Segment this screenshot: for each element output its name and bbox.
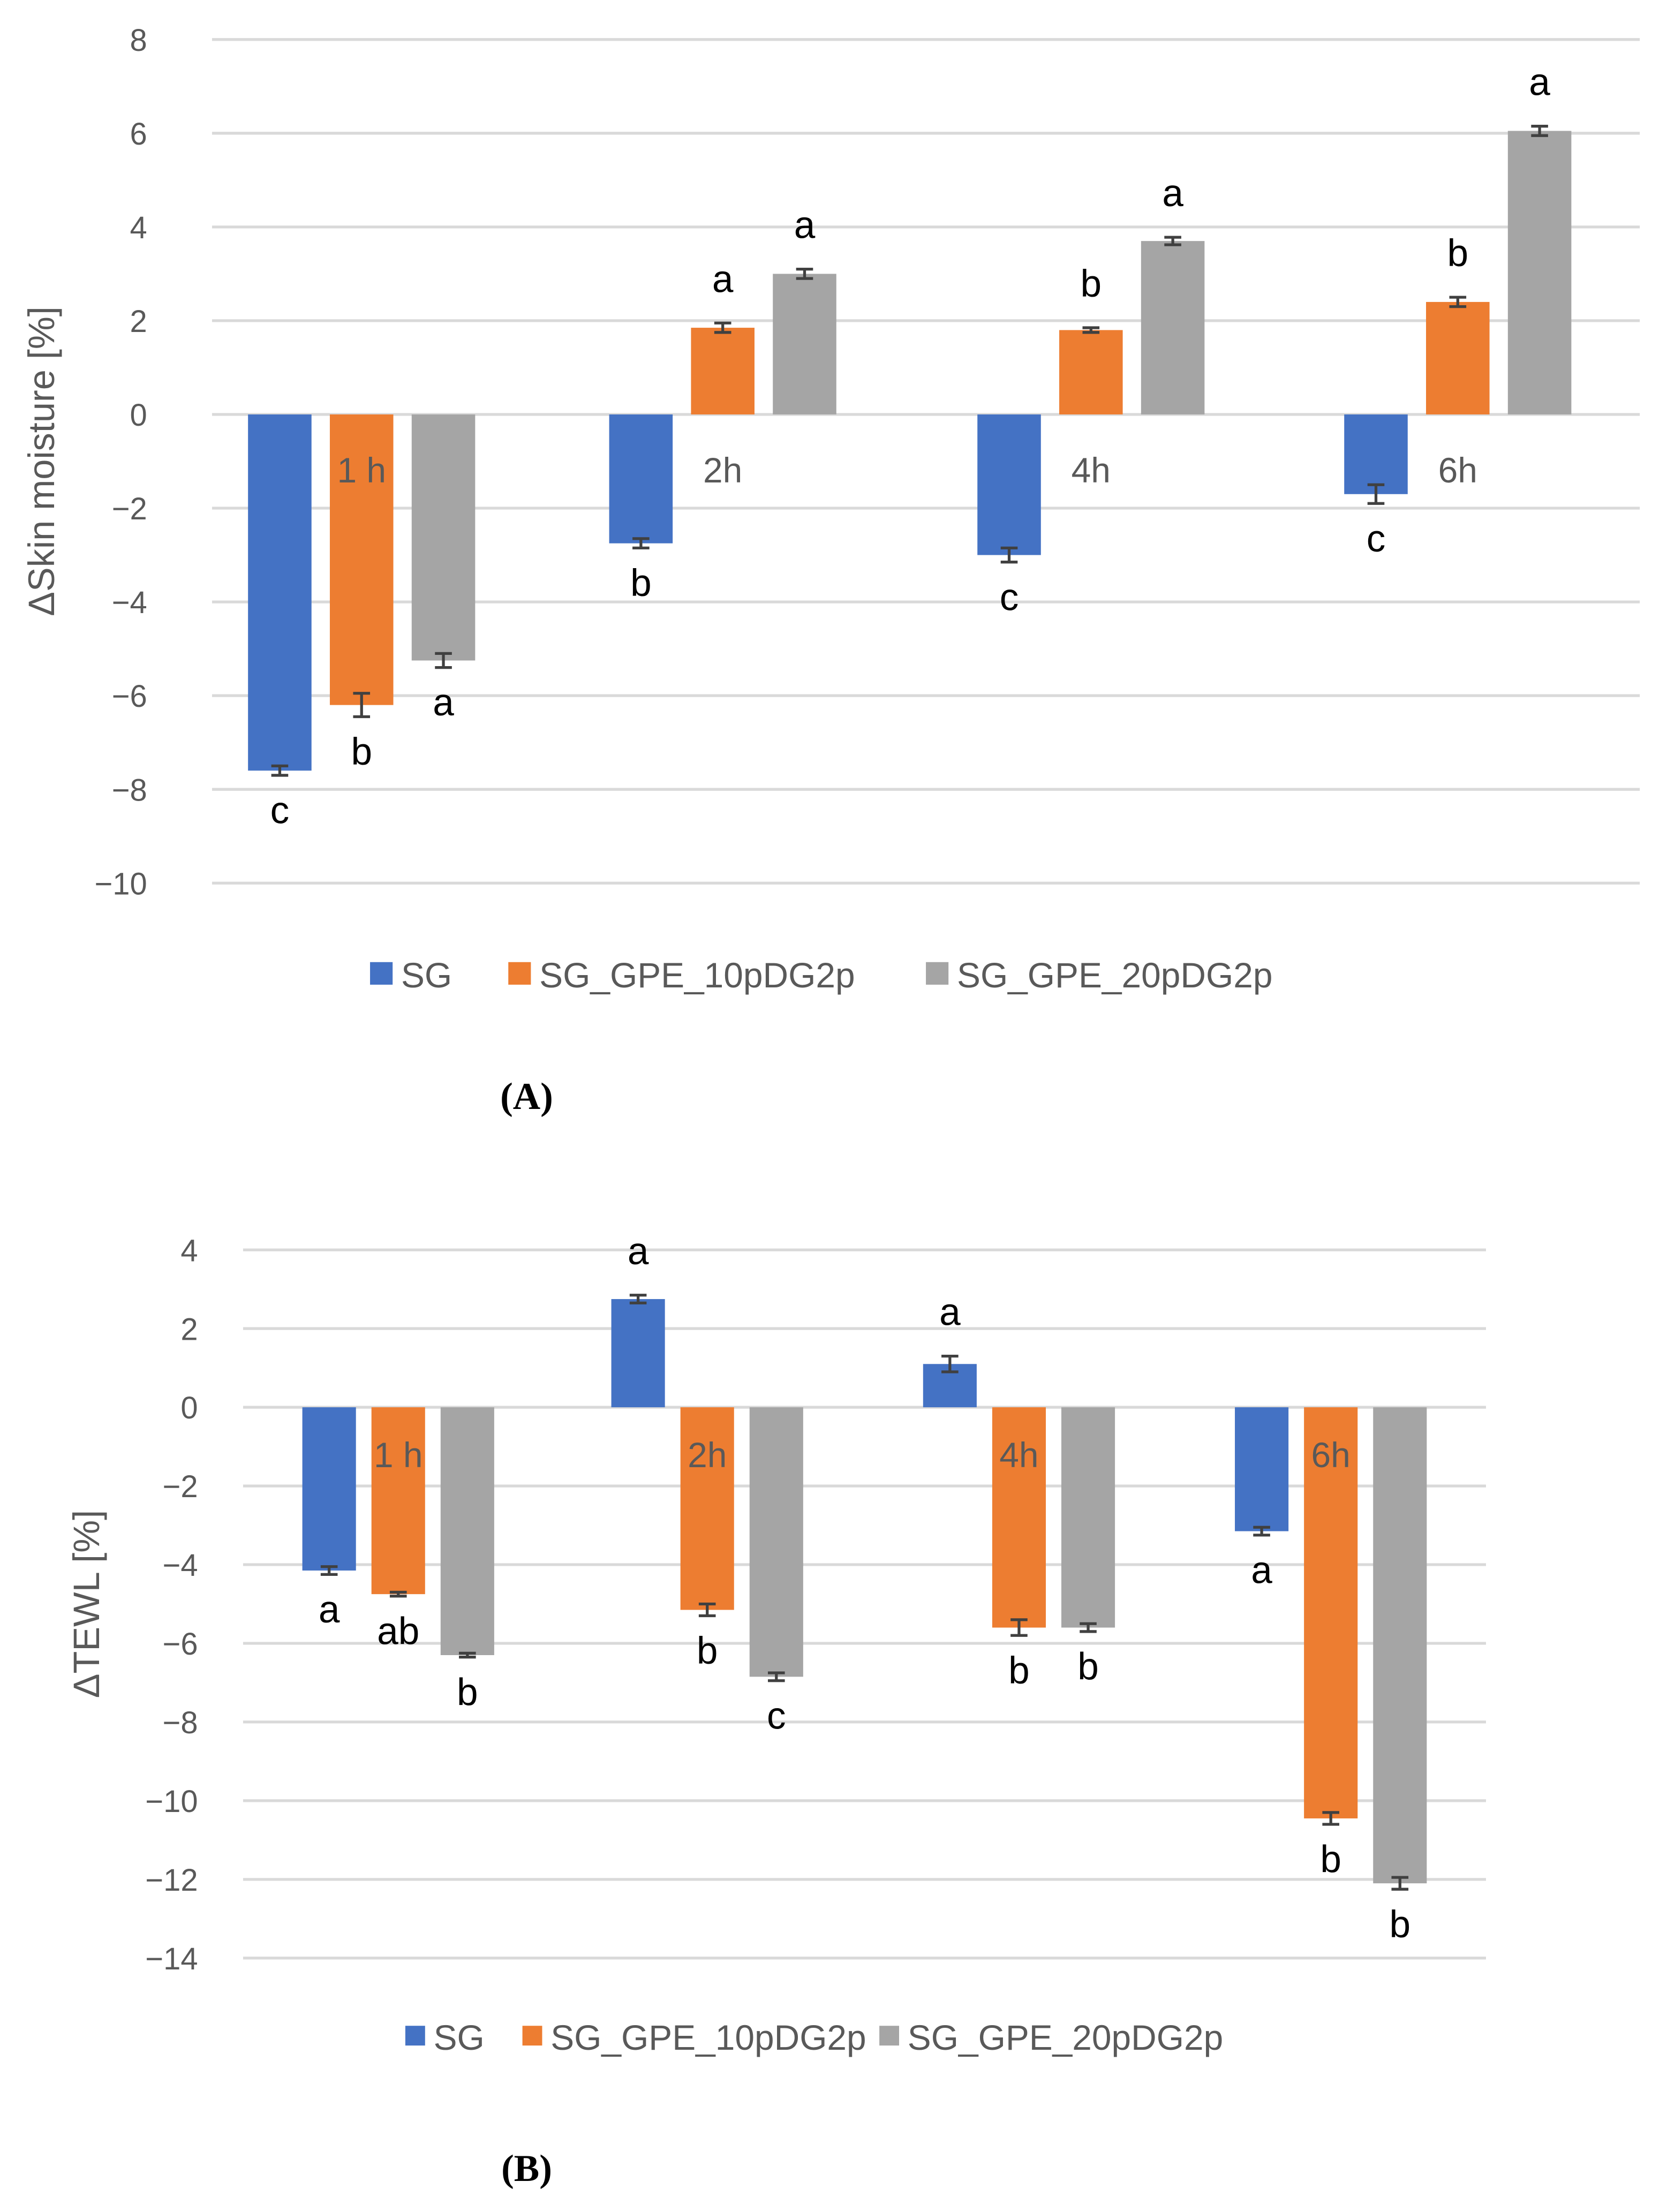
bar [248,414,312,771]
significance-letter: b [630,562,652,605]
y-tick-label: 8 [130,24,147,58]
significance-letter: a [433,682,454,724]
significance-letter: a [712,258,734,300]
chart-a: 8 6 4 2 0 −2 −4 −6 −8 −10 ΔSkin moisture [%] c b c c b a… [21,24,1640,1118]
legend-label: SG [401,955,452,995]
y-tick-label: 6 [130,117,147,152]
bar [1304,1407,1358,1818]
y-tick-label: −6 [163,1627,198,1662]
y-tick-label: −10 [94,867,147,901]
significance-letter: b [1081,263,1102,305]
y-tick-label: −2 [112,492,147,526]
category-label: 6h [1438,450,1477,490]
bar [1426,301,1490,414]
significance-letter: a [319,1589,340,1631]
legend-swatch [370,962,393,985]
bar [977,414,1041,555]
significance-letter: b [1008,1650,1030,1692]
bar [609,414,673,543]
bar [773,274,836,414]
bar [680,1407,734,1610]
category-label: 2h [688,1435,727,1475]
significance-letter: a [939,1292,961,1334]
significance-letter: a [1251,1549,1272,1591]
bar [691,328,755,414]
legend-swatch [926,962,949,985]
significance-letter: b [1389,1904,1410,1946]
legend-swatch [508,962,531,985]
legend-label: SG_GPE_10pDG2p [539,955,855,995]
panel-label: (A) [500,1076,553,1118]
y-tick-label: 0 [180,1391,198,1425]
y-tick-label: −8 [163,1706,198,1740]
significance-letter: ab [377,1610,419,1652]
significance-letter: b [1077,1646,1099,1688]
significance-letter: a [628,1230,649,1273]
y-tick-label: −8 [112,773,147,807]
bar [329,414,394,705]
significance-letter: c [270,790,290,832]
y-tick-label: −12 [145,1863,198,1898]
bar [371,1407,425,1595]
bar [1061,1407,1115,1628]
y-tick-label: 2 [180,1312,198,1347]
bar [1059,330,1123,414]
bar [1141,241,1205,414]
legend-swatch [522,2026,542,2046]
y-tick-label: −2 [163,1470,198,1504]
legend-label: SG_GPE_10pDG2p [550,2018,866,2057]
significance-letter: b [1447,232,1469,275]
y-tick-label: −4 [163,1549,198,1583]
y-tick-label: −4 [112,586,147,620]
legend-label: SG [434,2018,485,2057]
bar [992,1407,1046,1628]
bar [1373,1407,1427,1884]
y-tick-label: −6 [112,680,147,714]
bar [749,1407,803,1677]
y-tick-label: −14 [145,1942,198,1976]
y-tick-label: 2 [130,305,147,339]
bar [1235,1407,1289,1531]
y-axis-label: ΔTEWL [%] [66,1510,107,1698]
significance-letter: a [1529,62,1550,104]
category-label: 2h [703,450,742,490]
y-tick-label: 4 [180,1234,198,1268]
bar [440,1407,494,1656]
bar [1344,414,1408,494]
legend-swatch [405,2026,425,2046]
bar [611,1299,665,1408]
legend-swatch [879,2026,900,2046]
category-label: 1 h [337,450,386,490]
bar [411,414,476,661]
category-label: 4h [999,1435,1038,1475]
significance-letter: b [457,1671,478,1713]
category-label: 6h [1311,1435,1351,1475]
category-label: 1 h [374,1435,423,1475]
y-tick-label: 4 [130,211,147,245]
panel-label: (B) [501,2148,552,2190]
significance-letter: c [767,1695,786,1737]
legend-label: SG_GPE_20pDG2p [908,2018,1223,2057]
significance-letter: a [794,205,816,247]
y-axis-label: ΔSkin moisture [%] [21,306,62,616]
y-tick-label: 0 [130,398,147,433]
significance-letter: b [697,1630,718,1672]
significance-letter: a [1162,172,1183,215]
legend-label: SG_GPE_20pDG2p [957,955,1272,995]
category-label: 4h [1072,450,1111,490]
significance-letter: b [351,731,372,773]
y-tick-label: −10 [145,1785,198,1819]
bar [302,1407,356,1571]
significance-letter: b [1320,1839,1341,1881]
significance-letter: c [1000,576,1019,618]
bar [1507,131,1572,414]
significance-letter: c [1367,518,1386,560]
